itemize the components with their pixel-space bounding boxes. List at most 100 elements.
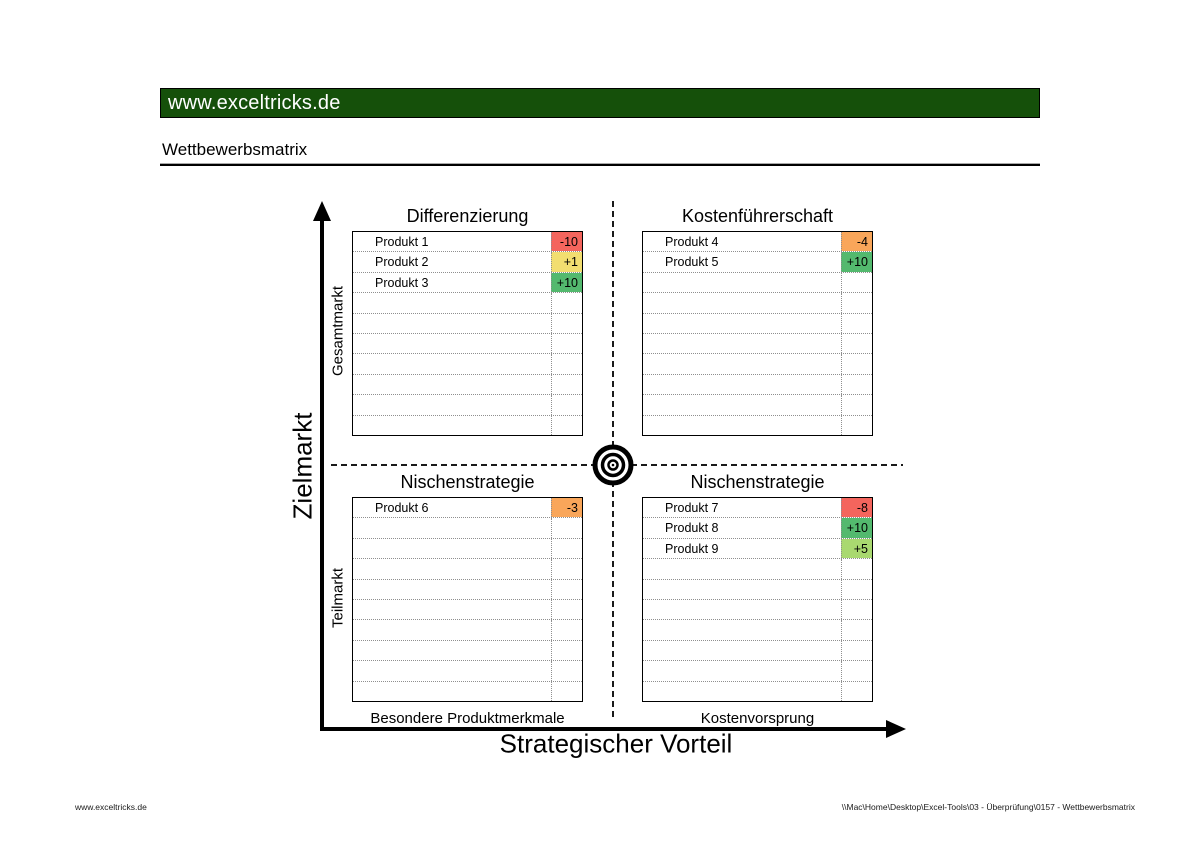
- product-name-cell: [643, 682, 841, 701]
- product-name-cell: [643, 273, 841, 292]
- product-name-cell: Produkt 1: [375, 234, 429, 249]
- product-name-cell: [353, 293, 551, 312]
- product-name-cell: [643, 620, 841, 639]
- title-underline: [160, 163, 1040, 166]
- x-axis-title: Strategischer Vorteil: [499, 728, 733, 759]
- brand-bar: www.exceltricks.de: [160, 88, 1040, 118]
- table-row: [643, 681, 872, 702]
- product-name-cell: [643, 293, 841, 312]
- product-name-cell: [643, 641, 841, 660]
- product-score-cell: [841, 640, 872, 661]
- table-row: [643, 620, 872, 641]
- footer-left: www.exceltricks.de: [75, 802, 147, 812]
- product-score-cell: [841, 293, 872, 313]
- table-row: Produkt 7 -8: [643, 498, 872, 519]
- y-axis-arrow-icon: [313, 201, 331, 221]
- product-score-cell: +10: [841, 252, 872, 272]
- product-name-cell: [643, 559, 841, 578]
- quadrant-title-kostenfuehrerschaft: Kostenführerschaft: [681, 206, 834, 226]
- product-score-cell: [551, 559, 582, 579]
- page-title: Wettbewerbsmatrix: [162, 140, 308, 159]
- product-score-cell: -8: [841, 498, 872, 518]
- table-row: Produkt 4 -4: [643, 232, 872, 253]
- x-axis-arrow-icon: [886, 720, 906, 738]
- table-row: [353, 559, 582, 580]
- product-score-cell: [551, 293, 582, 313]
- table-row: [353, 334, 582, 355]
- product-table-bottom-right: Produkt 7 -8 Produkt 8 +10 Produkt 9 +5: [642, 497, 873, 702]
- y-axis-top-label: Gesamtmarkt: [329, 285, 347, 377]
- x-axis-right-label: Kostenvorsprung: [700, 710, 815, 727]
- product-table-top-left: Produkt 1 -10 Produkt 2 +1 Produkt 3 +10: [352, 231, 583, 436]
- product-score-cell: -3: [551, 498, 582, 518]
- product-score-cell: [841, 395, 872, 415]
- footer-right: \\Mac\Home\Desktop\Excel-Tools\03 - Über…: [841, 802, 1135, 812]
- table-row: [643, 415, 872, 436]
- table-row: [643, 600, 872, 621]
- product-name-cell: Produkt 5: [665, 255, 719, 270]
- table-row: Produkt 6 -3: [353, 498, 582, 519]
- table-row: [643, 293, 872, 314]
- table-row: [353, 538, 582, 560]
- product-name-cell: [643, 354, 841, 373]
- product-name-cell: [353, 375, 551, 394]
- product-score-cell: [841, 354, 872, 374]
- product-score-cell: [841, 600, 872, 620]
- product-score-cell: [551, 661, 582, 681]
- product-name-cell: [353, 641, 551, 660]
- table-row: Produkt 8 +10: [643, 518, 872, 539]
- product-name-cell: [643, 334, 841, 353]
- product-score-cell: -10: [551, 232, 582, 252]
- product-name-cell: [353, 661, 551, 680]
- quadrant-title-nischenstrategie-left: Nischenstrategie: [400, 472, 535, 492]
- product-score-cell: +5: [841, 538, 872, 559]
- product-score-cell: +1: [551, 252, 582, 272]
- quadrant-title-differenzierung: Differenzierung: [406, 206, 529, 226]
- product-score-cell: [551, 334, 582, 354]
- table-row: [643, 374, 872, 396]
- table-row: [353, 640, 582, 662]
- product-name-cell: [353, 580, 551, 599]
- target-icon: [592, 444, 634, 486]
- product-score-cell: [551, 600, 582, 620]
- product-score-cell: [841, 661, 872, 681]
- product-name-cell: [643, 661, 841, 680]
- product-score-cell: [841, 620, 872, 640]
- product-name-cell: Produkt 9: [665, 541, 719, 556]
- product-score-cell: [841, 579, 872, 600]
- product-name-cell: Produkt 4: [665, 234, 719, 249]
- product-name-cell: [643, 600, 841, 619]
- table-row: [643, 354, 872, 375]
- quadrant-title-nischenstrategie-right: Nischenstrategie: [690, 472, 825, 492]
- y-axis-title: Zielmarkt: [287, 412, 318, 520]
- table-row: [353, 293, 582, 314]
- product-name-cell: [353, 395, 551, 414]
- product-table-bottom-left: Produkt 6 -3: [352, 497, 583, 702]
- product-score-cell: +10: [841, 518, 872, 538]
- product-name-cell: Produkt 7: [665, 500, 719, 515]
- product-score-cell: [551, 538, 582, 559]
- table-row: [353, 395, 582, 416]
- table-row: [353, 620, 582, 641]
- table-row: [353, 374, 582, 396]
- product-name-cell: [353, 518, 551, 537]
- product-score-cell: [841, 334, 872, 354]
- product-name-cell: [643, 580, 841, 599]
- table-row: [353, 600, 582, 621]
- brand-text: www.exceltricks.de: [168, 91, 341, 114]
- table-row: [353, 579, 582, 601]
- table-row: Produkt 2 +1: [353, 252, 582, 273]
- table-row: Produkt 5 +10: [643, 252, 872, 273]
- product-score-cell: [841, 559, 872, 579]
- table-row: [643, 334, 872, 355]
- table-row: Produkt 3 +10: [353, 272, 582, 294]
- product-score-cell: [551, 579, 582, 600]
- table-row: [353, 354, 582, 375]
- table-row: Produkt 9 +5: [643, 538, 872, 560]
- product-name-cell: [353, 539, 551, 558]
- product-score-cell: [841, 681, 872, 702]
- table-row: [643, 661, 872, 682]
- x-axis-left-label: Besondere Produktmerkmale: [370, 710, 565, 727]
- product-score-cell: [841, 313, 872, 334]
- product-score-cell: -4: [841, 232, 872, 252]
